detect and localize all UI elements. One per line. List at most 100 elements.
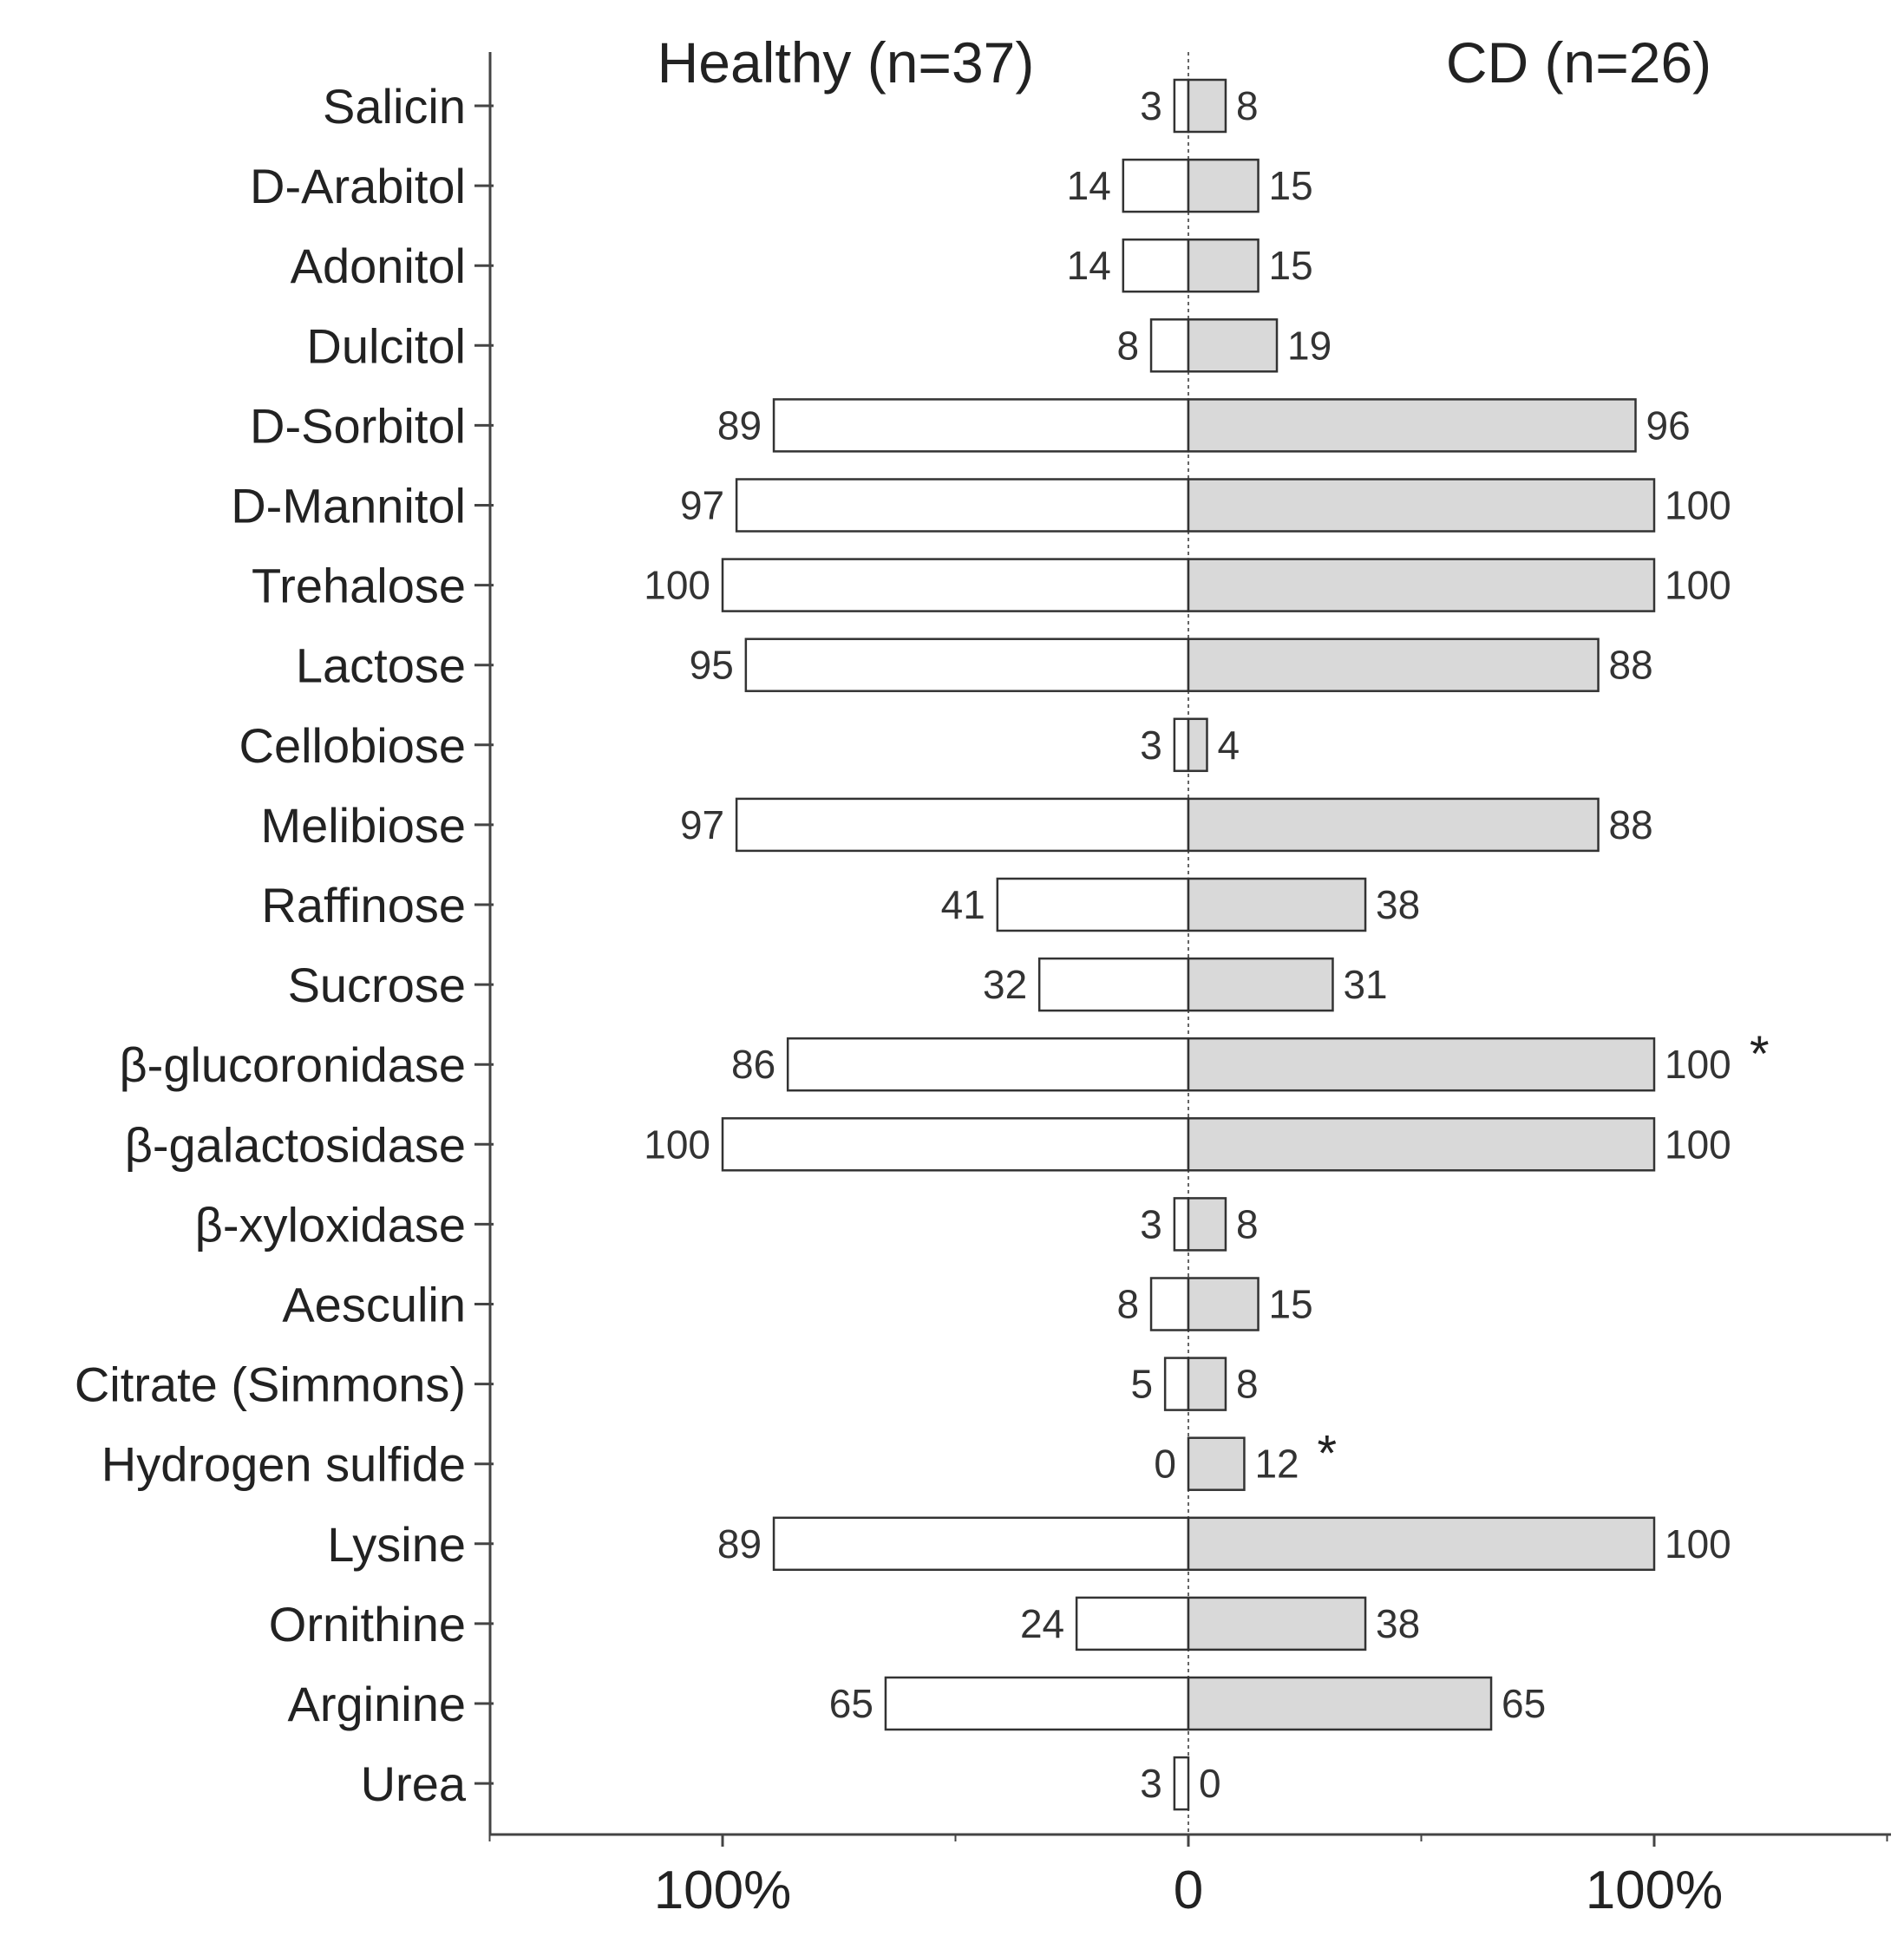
healthy-bar xyxy=(1149,1277,1190,1331)
category-label: Lactose xyxy=(296,638,466,693)
cd-value-label: 100 xyxy=(1665,483,1731,528)
healthy-value-label: 97 xyxy=(680,483,724,528)
cd-bar xyxy=(1187,957,1334,1012)
category-label: Dulcitol xyxy=(306,318,466,373)
healthy-bar xyxy=(1163,1357,1190,1411)
category-label: Adonitol xyxy=(291,239,466,293)
category-label: D-Sorbitol xyxy=(250,398,466,453)
cd-value-label: 100 xyxy=(1665,1521,1731,1566)
cd-value-label: 8 xyxy=(1236,1362,1259,1407)
category-label: Melibiose xyxy=(260,798,466,853)
cd-value-label: 0 xyxy=(1199,1761,1221,1806)
cd-series-header: CD (n=26) xyxy=(1446,30,1711,95)
healthy-bar xyxy=(1173,1197,1190,1252)
healthy-bar xyxy=(744,638,1190,692)
significance-marker: * xyxy=(1317,1426,1337,1482)
healthy-value-label: 0 xyxy=(1154,1442,1176,1487)
healthy-bar xyxy=(996,877,1190,932)
healthy-bar xyxy=(721,1117,1190,1172)
healthy-value-label: 14 xyxy=(1067,163,1111,208)
healthy-value-label: 89 xyxy=(717,402,762,448)
cd-value-label: 4 xyxy=(1217,723,1240,768)
healthy-value-label: 8 xyxy=(1116,1282,1139,1327)
cd-bar xyxy=(1187,78,1227,134)
cd-value-label: 38 xyxy=(1376,1601,1420,1646)
healthy-value-label: 95 xyxy=(690,643,734,688)
cd-bar xyxy=(1187,1516,1656,1572)
category-label: β-galactosidase xyxy=(125,1117,466,1172)
cd-value-label: 88 xyxy=(1609,643,1653,688)
healthy-value-label: 14 xyxy=(1067,243,1111,288)
healthy-bar xyxy=(1173,1756,1190,1811)
healthy-value-label: 97 xyxy=(680,802,724,847)
healthy-bar xyxy=(1122,238,1190,293)
x-tick-label: 100% xyxy=(654,1861,792,1920)
category-label: Aesculin xyxy=(282,1278,466,1332)
cd-bar xyxy=(1187,797,1600,853)
cd-value-label: 96 xyxy=(1646,402,1691,448)
category-label: Citrate (Simmons) xyxy=(75,1357,466,1412)
category-label: Raffinose xyxy=(261,878,466,932)
healthy-bar xyxy=(1037,957,1190,1012)
cd-value-label: 15 xyxy=(1269,243,1313,288)
healthy-value-label: 3 xyxy=(1140,1761,1162,1806)
healthy-value-label: 8 xyxy=(1116,323,1139,368)
healthy-value-label: 5 xyxy=(1131,1362,1154,1407)
cd-value-label: 100 xyxy=(1665,563,1731,608)
healthy-series-header: Healthy (n=37) xyxy=(658,30,1035,95)
healthy-bar xyxy=(1173,717,1190,773)
cd-bar xyxy=(1187,877,1367,932)
healthy-bar xyxy=(721,558,1190,612)
healthy-value-label: 32 xyxy=(983,962,1027,1007)
cd-value-label: 65 xyxy=(1502,1681,1546,1726)
cd-bar xyxy=(1187,238,1260,293)
cd-value-label: 15 xyxy=(1269,163,1313,208)
cd-value-label: 12 xyxy=(1254,1442,1299,1487)
cd-value-label: 88 xyxy=(1609,802,1653,847)
cd-value-label: 31 xyxy=(1343,962,1387,1007)
healthy-bar xyxy=(1122,158,1190,213)
healthy-value-label: 89 xyxy=(717,1521,762,1566)
bars xyxy=(721,78,1656,1811)
cd-value-label: 19 xyxy=(1287,323,1331,368)
healthy-bar xyxy=(1149,318,1190,373)
cd-bar xyxy=(1187,1357,1227,1411)
healthy-bar xyxy=(884,1676,1190,1731)
cd-value-label: 8 xyxy=(1236,83,1259,128)
cd-value-label: 38 xyxy=(1376,882,1420,927)
healthy-bar xyxy=(786,1037,1190,1092)
significance-marker: * xyxy=(1750,1026,1770,1082)
healthy-value-label: 100 xyxy=(644,563,710,608)
cd-bar xyxy=(1187,1037,1656,1092)
cd-bar xyxy=(1187,158,1260,213)
cd-bar xyxy=(1187,1197,1227,1252)
healthy-value-label: 65 xyxy=(829,1681,873,1726)
healthy-value-label: 100 xyxy=(644,1122,710,1167)
category-label: β-glucoronidase xyxy=(119,1037,466,1092)
cd-bar xyxy=(1187,1436,1246,1491)
healthy-bar xyxy=(772,1516,1190,1572)
healthy-value-label: 41 xyxy=(941,882,985,927)
cd-bar xyxy=(1187,638,1600,692)
cd-value-label: 100 xyxy=(1665,1122,1731,1167)
healthy-value-label: 86 xyxy=(731,1042,775,1087)
category-label: Ornithine xyxy=(269,1597,466,1651)
category-label: Arginine xyxy=(288,1677,466,1731)
healthy-value-label: 3 xyxy=(1140,723,1162,768)
healthy-bar xyxy=(735,478,1190,533)
category-label: β-xyloxidase xyxy=(195,1197,466,1252)
category-label: Cellobiose xyxy=(239,718,467,773)
cd-bar xyxy=(1187,398,1637,453)
cd-bar xyxy=(1187,1277,1260,1331)
cd-value-label: 100 xyxy=(1665,1042,1731,1087)
healthy-bar xyxy=(1173,78,1190,134)
category-label: D-Mannitol xyxy=(231,479,466,533)
cd-value-label: 8 xyxy=(1236,1201,1259,1246)
healthy-bar xyxy=(735,797,1190,853)
x-tick-label: 0 xyxy=(1174,1861,1203,1920)
cd-bar xyxy=(1187,478,1656,533)
healthy-value-label: 3 xyxy=(1140,1201,1162,1246)
cd-value-label: 15 xyxy=(1269,1282,1313,1327)
cd-bar xyxy=(1187,717,1208,773)
